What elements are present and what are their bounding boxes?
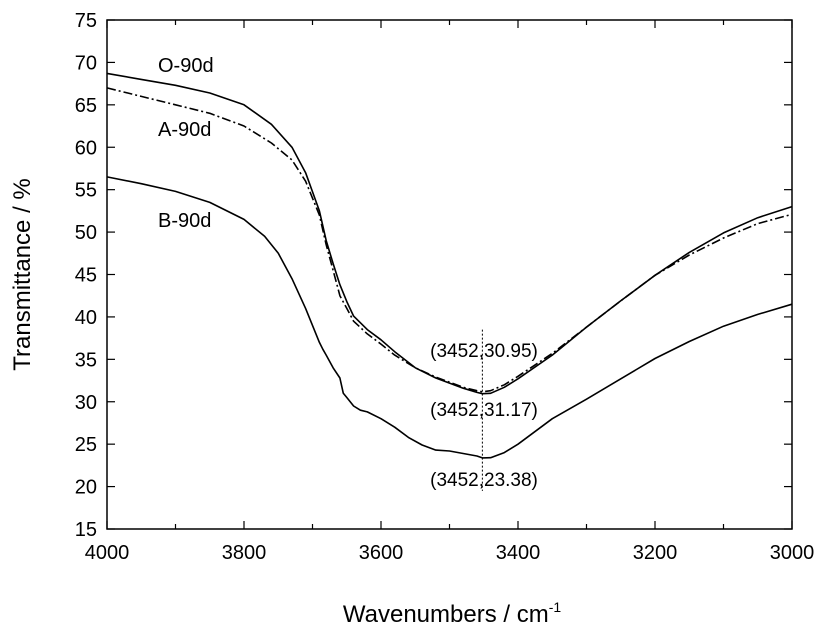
annotation-a-90d-minimum: (3452,31.17) bbox=[430, 400, 538, 421]
y-tick-label: 25 bbox=[75, 434, 97, 456]
plot-frame bbox=[106, 19, 793, 530]
x-tick-label: 3600 bbox=[359, 542, 404, 564]
y-tick-label: 55 bbox=[75, 180, 97, 202]
x-tick-label: 4000 bbox=[85, 542, 130, 564]
y-tick-labels: 15 20 25 30 35 40 45 50 55 60 65 70 75 bbox=[75, 10, 97, 541]
y-tick-label: 45 bbox=[75, 265, 97, 287]
y-tick-label: 40 bbox=[75, 307, 97, 329]
plot-area bbox=[106, 19, 793, 530]
y-axis-ticks bbox=[107, 19, 792, 530]
y-tick-label: 50 bbox=[75, 222, 97, 244]
x-tick-label: 3400 bbox=[496, 542, 541, 564]
annotation-o-90d-minimum: (3452,30.95) bbox=[430, 341, 538, 362]
series-line-a-90d bbox=[106, 87, 793, 393]
x-axis-ticks bbox=[106, 20, 793, 529]
y-tick-label: 15 bbox=[75, 519, 97, 541]
x-tick-label: 3800 bbox=[222, 542, 267, 564]
series-line-b-90d bbox=[106, 176, 793, 459]
x-axis-title: Wavenumbers / cm-1 bbox=[343, 599, 561, 628]
y-axis-title: Transmittance / % bbox=[9, 178, 36, 371]
series-label-b-90d: B-90d bbox=[158, 210, 211, 232]
series-label-o-90d: O-90d bbox=[158, 55, 214, 77]
series-label-a-90d: A-90d bbox=[158, 119, 211, 141]
y-tick-label: 70 bbox=[75, 52, 97, 74]
y-tick-label: 20 bbox=[75, 477, 97, 499]
y-tick-label: 75 bbox=[75, 10, 97, 32]
x-axis-title-text: Wavenumbers / cm bbox=[343, 601, 549, 628]
y-tick-label: 60 bbox=[75, 137, 97, 159]
x-tick-labels: 4000 3800 3600 3400 3200 3000 bbox=[85, 542, 815, 564]
series-lines bbox=[106, 72, 793, 459]
x-tick-label: 3200 bbox=[633, 542, 678, 564]
annotation-b-90d-minimum: (3452,23.38) bbox=[430, 470, 538, 491]
y-tick-label: 30 bbox=[75, 392, 97, 414]
y-tick-label: 35 bbox=[75, 349, 97, 371]
x-axis-title-superscript: -1 bbox=[549, 599, 562, 615]
x-tick-label: 3000 bbox=[770, 542, 815, 564]
y-tick-label: 65 bbox=[75, 95, 97, 117]
